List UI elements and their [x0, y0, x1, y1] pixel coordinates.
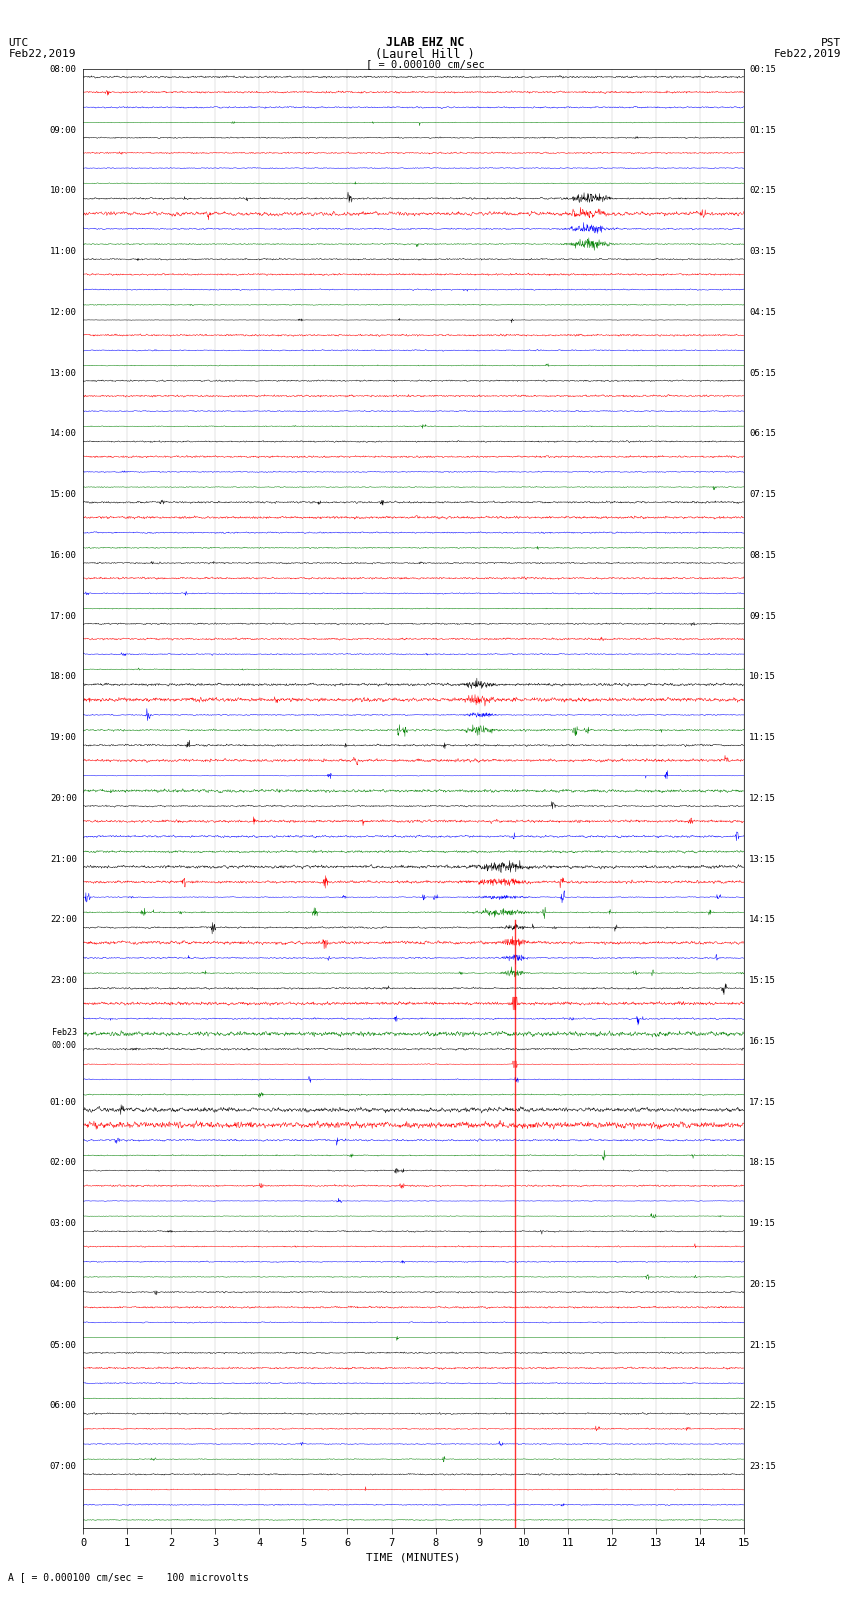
Text: 09:15: 09:15 — [749, 611, 776, 621]
Text: 10:15: 10:15 — [749, 673, 776, 681]
Text: 02:00: 02:00 — [50, 1158, 76, 1168]
Text: 20:00: 20:00 — [50, 794, 76, 803]
Text: 11:15: 11:15 — [749, 734, 776, 742]
Text: 19:15: 19:15 — [749, 1219, 776, 1227]
Text: [ = 0.000100 cm/sec: [ = 0.000100 cm/sec — [366, 58, 484, 69]
Text: 18:00: 18:00 — [50, 673, 76, 681]
Text: Feb23: Feb23 — [52, 1027, 76, 1037]
Text: 14:15: 14:15 — [749, 916, 776, 924]
Text: 14:00: 14:00 — [50, 429, 76, 439]
Text: 04:00: 04:00 — [50, 1281, 76, 1289]
Text: 15:15: 15:15 — [749, 976, 776, 986]
Text: 07:15: 07:15 — [749, 490, 776, 498]
Text: 10:00: 10:00 — [50, 187, 76, 195]
Text: 05:15: 05:15 — [749, 369, 776, 377]
Text: Feb22,2019: Feb22,2019 — [8, 48, 76, 60]
Text: (Laurel Hill ): (Laurel Hill ) — [375, 47, 475, 61]
Text: 00:00: 00:00 — [52, 1042, 76, 1050]
Text: 13:00: 13:00 — [50, 369, 76, 377]
Text: 22:15: 22:15 — [749, 1402, 776, 1410]
Text: 01:00: 01:00 — [50, 1098, 76, 1107]
X-axis label: TIME (MINUTES): TIME (MINUTES) — [366, 1552, 461, 1561]
Text: 11:00: 11:00 — [50, 247, 76, 256]
Text: 15:00: 15:00 — [50, 490, 76, 498]
Text: 02:15: 02:15 — [749, 187, 776, 195]
Text: 23:15: 23:15 — [749, 1463, 776, 1471]
Text: 01:15: 01:15 — [749, 126, 776, 134]
Text: 09:00: 09:00 — [50, 126, 76, 134]
Text: 16:00: 16:00 — [50, 552, 76, 560]
Text: 13:15: 13:15 — [749, 855, 776, 863]
Text: 23:00: 23:00 — [50, 976, 76, 986]
Text: 17:15: 17:15 — [749, 1098, 776, 1107]
Text: 19:00: 19:00 — [50, 734, 76, 742]
Text: 17:00: 17:00 — [50, 611, 76, 621]
Text: 00:15: 00:15 — [749, 65, 776, 74]
Text: 08:00: 08:00 — [50, 65, 76, 74]
Text: Feb22,2019: Feb22,2019 — [774, 48, 842, 60]
Text: 07:00: 07:00 — [50, 1463, 76, 1471]
Text: 16:15: 16:15 — [749, 1037, 776, 1045]
Text: 20:15: 20:15 — [749, 1281, 776, 1289]
Text: PST: PST — [821, 37, 842, 48]
Text: 21:00: 21:00 — [50, 855, 76, 863]
Text: 06:15: 06:15 — [749, 429, 776, 439]
Text: 12:00: 12:00 — [50, 308, 76, 316]
Text: 03:00: 03:00 — [50, 1219, 76, 1227]
Text: UTC: UTC — [8, 37, 29, 48]
Text: 06:00: 06:00 — [50, 1402, 76, 1410]
Text: 18:15: 18:15 — [749, 1158, 776, 1168]
Text: 12:15: 12:15 — [749, 794, 776, 803]
Text: 04:15: 04:15 — [749, 308, 776, 316]
Text: 05:00: 05:00 — [50, 1340, 76, 1350]
Text: A [ = 0.000100 cm/sec =    100 microvolts: A [ = 0.000100 cm/sec = 100 microvolts — [8, 1573, 249, 1582]
Text: JLAB EHZ NC: JLAB EHZ NC — [386, 35, 464, 50]
Text: 03:15: 03:15 — [749, 247, 776, 256]
Text: 08:15: 08:15 — [749, 552, 776, 560]
Text: 21:15: 21:15 — [749, 1340, 776, 1350]
Text: 22:00: 22:00 — [50, 916, 76, 924]
